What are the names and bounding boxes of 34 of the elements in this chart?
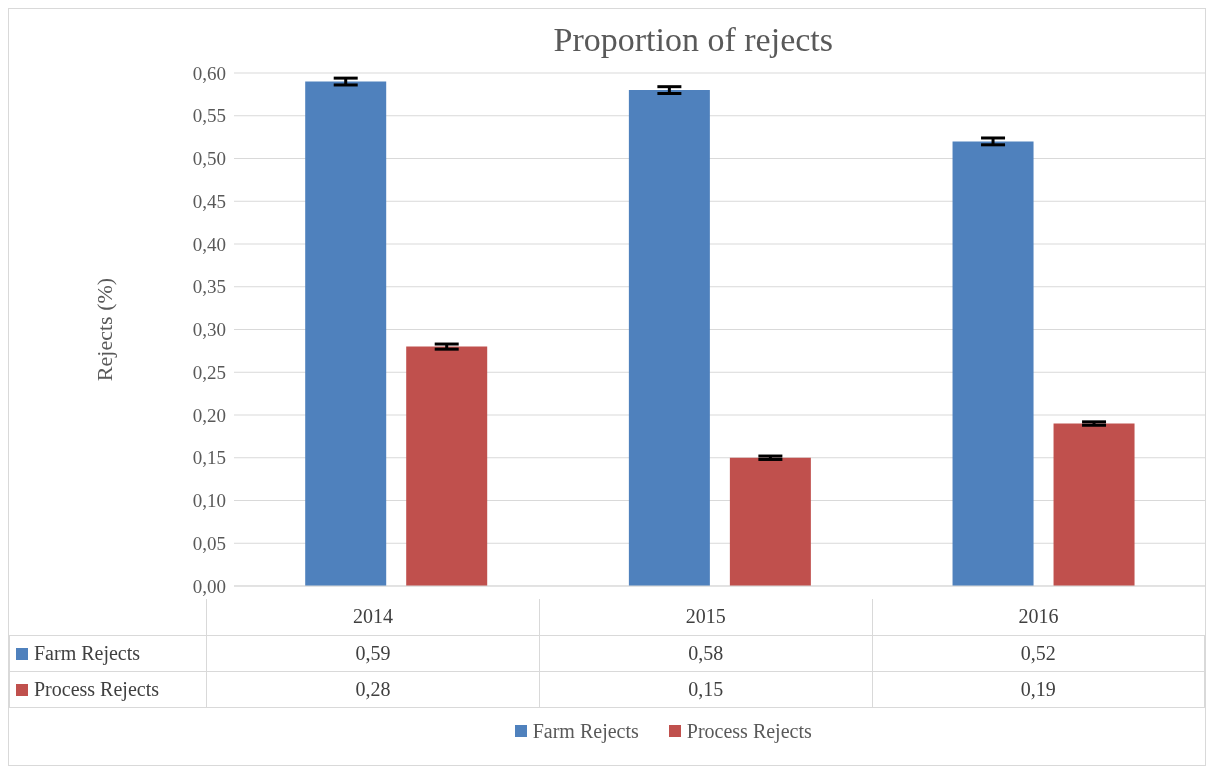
data-label: 0,19 xyxy=(872,671,1205,707)
y-tick-label: 0,15 xyxy=(192,447,226,469)
text: Farm Rejects xyxy=(34,641,141,664)
y-tick-label: 0,25 xyxy=(192,361,226,383)
y-tick-label: 0,20 xyxy=(192,404,226,426)
y-tick-label: 0,55 xyxy=(192,105,226,127)
data-label: 0,58 xyxy=(539,635,873,671)
y-tick-label: 0,30 xyxy=(192,319,226,341)
x-tick-label: 2014 xyxy=(206,599,540,635)
bar xyxy=(729,457,811,586)
y-tick-label: 0,45 xyxy=(192,190,226,212)
chart-title: Proportion of rejects xyxy=(552,20,834,59)
y-tick-label: 0,50 xyxy=(192,148,226,170)
data-label: 0,15 xyxy=(539,671,873,707)
bar xyxy=(628,90,710,586)
x-tick-label: 2016 xyxy=(872,599,1205,635)
y-tick-label: 0,05 xyxy=(192,532,226,554)
bar xyxy=(1053,423,1135,586)
text: Process Rejects xyxy=(34,677,159,700)
bar xyxy=(406,346,488,586)
y-axis-title: Rejects (%) xyxy=(91,277,117,382)
x-tick-label: 2015 xyxy=(539,599,873,635)
y-tick-label: 0,35 xyxy=(192,276,226,298)
legend-label: Farm Rejects xyxy=(531,719,639,743)
data-label: 0,59 xyxy=(206,635,540,671)
y-tick-label: 0,10 xyxy=(192,490,226,512)
legend-label: Process Rejects xyxy=(685,719,812,743)
y-tick-label: 0,00 xyxy=(192,575,226,597)
bar xyxy=(305,81,387,586)
bar xyxy=(952,141,1034,586)
data-label: 0,52 xyxy=(872,635,1205,671)
y-tick-label: 0,60 xyxy=(192,62,226,84)
data-label: 0,28 xyxy=(206,671,540,707)
y-tick-label: 0,40 xyxy=(192,233,226,255)
